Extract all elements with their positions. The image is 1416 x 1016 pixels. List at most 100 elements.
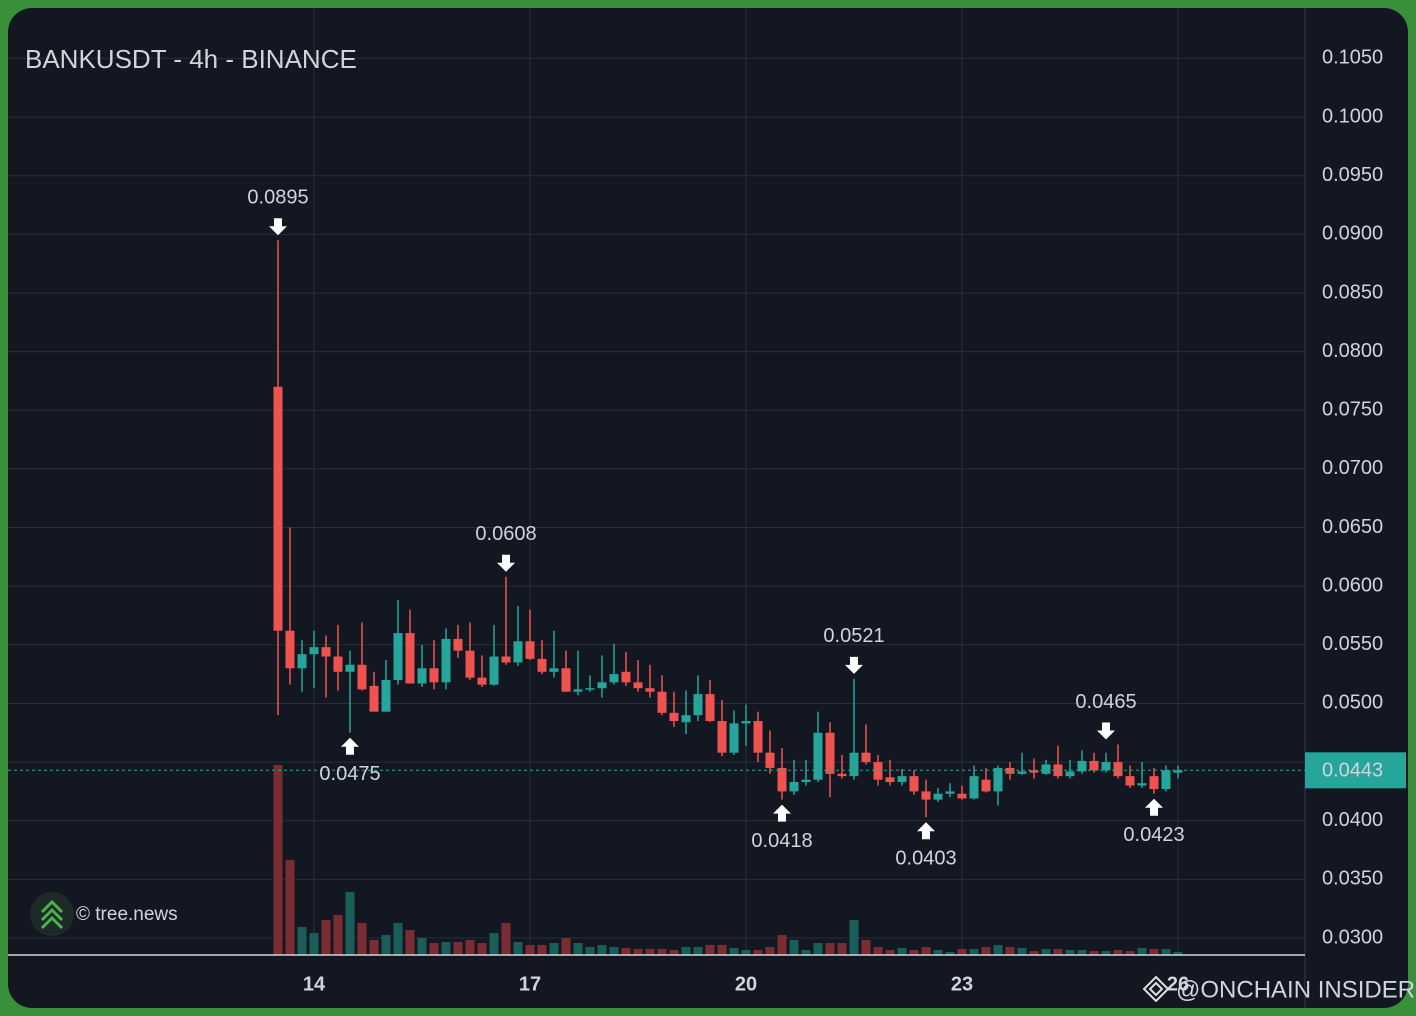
volume-bar [513, 942, 523, 955]
volume-bar [849, 920, 859, 955]
candle-body [777, 767, 787, 792]
volume-bar [657, 949, 667, 955]
volume-bar [717, 945, 727, 955]
volume-bar [441, 942, 451, 955]
candle-body [633, 682, 643, 689]
candle-body [1053, 764, 1063, 777]
y-tick-label: 0.0550 [1322, 633, 1383, 655]
candle-body [381, 679, 391, 712]
volume-bar [489, 933, 499, 955]
candle-body [825, 732, 835, 774]
candle-body [477, 677, 487, 685]
annotation-label: 0.0403 [895, 847, 956, 869]
panel [8, 8, 1408, 1008]
volume-bar [1161, 949, 1171, 955]
watermark: © tree.news [76, 904, 178, 925]
volume-bar [789, 940, 799, 955]
candle-body [441, 638, 451, 683]
volume-bar [357, 923, 367, 955]
candle-body [1005, 767, 1015, 774]
labels: 0.03000.03500.04000.04500.05000.05500.06… [247, 47, 1406, 995]
candle-body [945, 791, 955, 794]
candle-body [1137, 783, 1147, 786]
y-tick-label: 0.0750 [1322, 399, 1383, 421]
arrow-down [268, 218, 287, 236]
annotation-label: 0.0521 [823, 625, 884, 647]
volume-bar [969, 949, 979, 955]
candle-body [357, 664, 367, 690]
y-tick-label: 0.0500 [1322, 692, 1383, 714]
y-tick-label: 0.0650 [1322, 516, 1383, 538]
volume-bar [933, 950, 943, 955]
volume-bar [321, 920, 331, 955]
annotation-label: 0.0895 [247, 186, 308, 208]
candle-body [657, 691, 667, 713]
volume-bar [873, 947, 883, 955]
volume-bar [1005, 947, 1015, 955]
candle-body [501, 656, 511, 663]
candle-body [1161, 770, 1171, 790]
volume-bar [705, 945, 715, 955]
volume-pane [273, 765, 1183, 955]
volume-bar [825, 943, 835, 955]
volume-bar [681, 947, 691, 955]
y-tick-label: 0.1050 [1322, 47, 1383, 69]
volume-bar [549, 943, 559, 955]
volume-bar [537, 945, 547, 955]
volume-bar [909, 950, 919, 955]
volume-bar [861, 940, 871, 955]
grid [8, 8, 1305, 955]
volume-bar [369, 940, 379, 955]
volume-bar [993, 945, 1003, 955]
y-tick-label: 0.0600 [1322, 574, 1383, 596]
candle-body [1173, 770, 1183, 773]
candle-body [513, 641, 523, 663]
volume-bar [765, 947, 775, 955]
volume-bar [1173, 952, 1183, 955]
candle-body [1089, 760, 1099, 771]
volume-bar [609, 947, 619, 955]
volume-bar [633, 949, 643, 955]
volume-bar [405, 930, 415, 955]
volume-bar [1017, 948, 1027, 955]
volume-bar [981, 947, 991, 955]
candle-body [717, 721, 727, 753]
volume-bar [333, 915, 343, 955]
candle-body [297, 654, 307, 669]
candle-body [921, 791, 931, 800]
candle-body [321, 647, 331, 657]
y-tick-label: 0.0300 [1322, 926, 1383, 948]
candle-body [309, 647, 319, 655]
volume-bar [1137, 948, 1147, 955]
volume-bar [1149, 949, 1159, 955]
volume-bar [285, 860, 295, 955]
candle-body [813, 732, 823, 780]
y-tick-label: 0.1000 [1322, 105, 1383, 127]
candle-body [417, 668, 427, 684]
x-tick-label: 14 [303, 973, 326, 995]
volume-bar [1125, 951, 1135, 955]
candle-body [885, 777, 895, 783]
y-tick-label: 0.0850 [1322, 281, 1383, 303]
volume-bar [1065, 950, 1075, 955]
candle-body [465, 650, 475, 678]
candles [8, 240, 1305, 818]
last-price-box [1305, 752, 1406, 789]
watermark-icon [1142, 975, 1170, 1003]
candle-body [801, 779, 811, 783]
candle-body [621, 671, 631, 683]
candle-body [1101, 762, 1111, 771]
y-tick-label: 0.0700 [1322, 457, 1383, 479]
candle-body [405, 633, 415, 684]
x-tick-label: 17 [519, 973, 541, 995]
arrow-up [340, 737, 359, 755]
candle-body [981, 779, 991, 792]
volume-bar [1113, 950, 1123, 955]
volume-bar [573, 943, 583, 955]
volume-bar [1101, 951, 1111, 955]
candle-body [609, 674, 619, 683]
candle-body [561, 668, 571, 692]
annotation-label: 0.0418 [751, 830, 812, 852]
volume-bar [525, 945, 535, 955]
